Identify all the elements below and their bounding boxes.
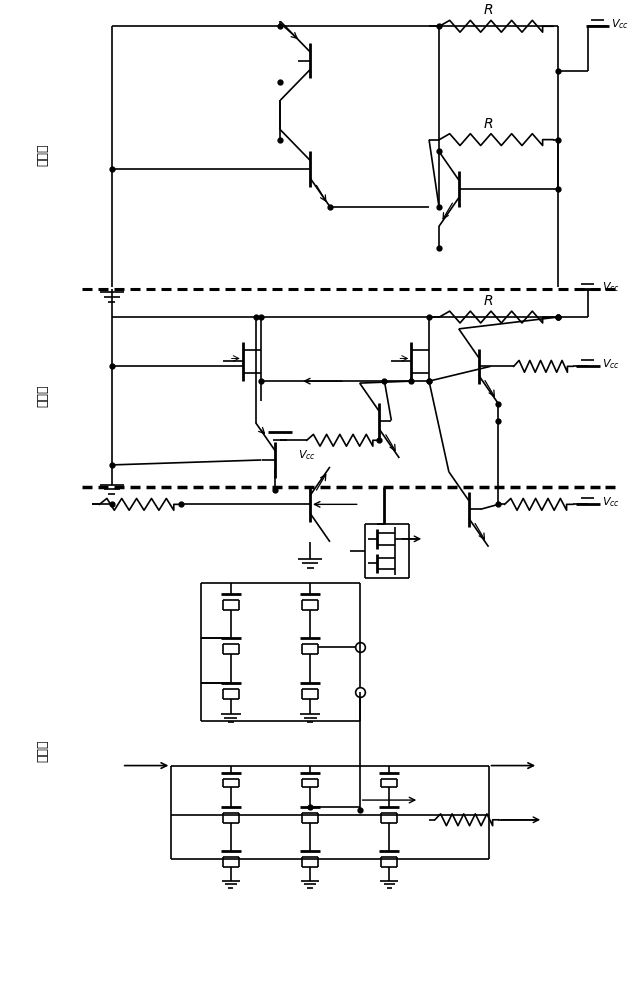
Text: 自扰消: 自扰消 xyxy=(36,143,49,166)
Text: $V_{cc}$: $V_{cc}$ xyxy=(601,495,620,509)
Text: $V_{cc}$: $V_{cc}$ xyxy=(612,17,629,31)
Text: R: R xyxy=(484,117,493,131)
Text: 发波器: 发波器 xyxy=(36,385,49,407)
Text: $V_{cc}$: $V_{cc}$ xyxy=(601,357,620,371)
Text: 选通制: 选通制 xyxy=(36,740,49,762)
Text: R: R xyxy=(484,3,493,17)
Text: R: R xyxy=(484,294,493,308)
Text: $V_{cc}$: $V_{cc}$ xyxy=(298,448,316,462)
Text: $V_{cc}$: $V_{cc}$ xyxy=(601,280,620,294)
